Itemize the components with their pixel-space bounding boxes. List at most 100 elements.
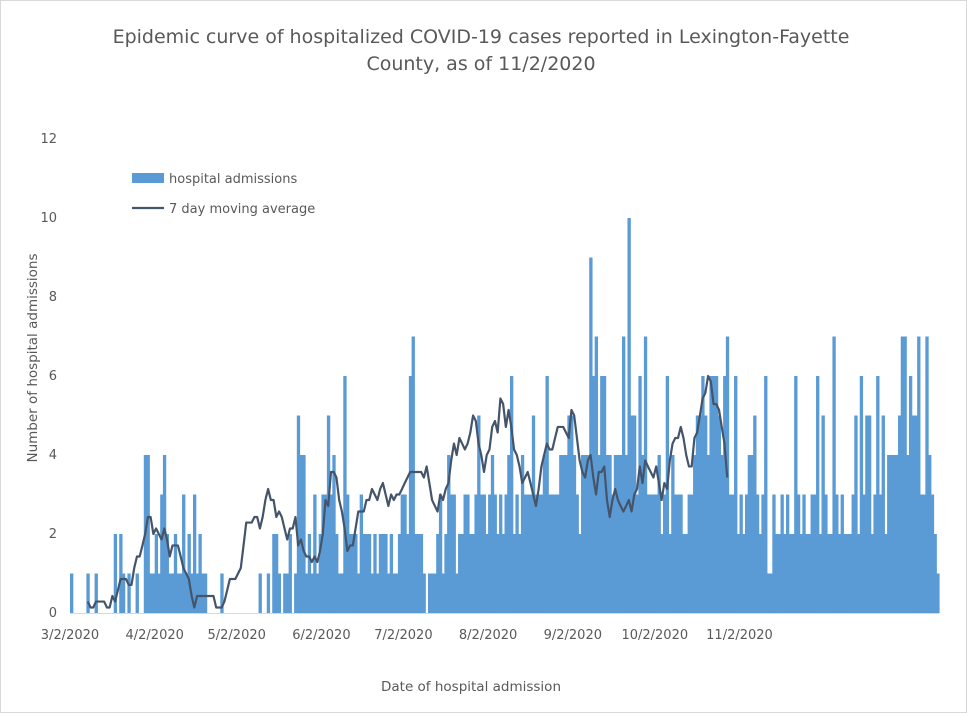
bar (581, 455, 585, 613)
bar (179, 573, 183, 613)
bar (821, 415, 825, 613)
bar (709, 376, 713, 613)
bar (873, 494, 877, 613)
bar (766, 573, 771, 613)
bar (283, 573, 287, 613)
bar (313, 494, 317, 613)
bar (684, 534, 689, 613)
bar (176, 573, 180, 613)
bar (570, 415, 574, 613)
bar (835, 494, 839, 613)
bar (299, 455, 303, 613)
bar (496, 534, 500, 613)
bar (307, 534, 312, 613)
bar (362, 534, 366, 613)
bar (335, 534, 339, 613)
bar (556, 494, 560, 613)
bar (548, 494, 552, 613)
bar (794, 376, 798, 613)
bar (468, 534, 473, 613)
moving-average-line (86, 374, 729, 609)
bar (818, 534, 823, 613)
bar (922, 494, 926, 613)
bar (365, 534, 369, 613)
bar (785, 494, 790, 613)
bar (285, 573, 290, 613)
bar (619, 455, 623, 613)
bar (367, 534, 372, 613)
x-tick-label: 8/2/2020 (459, 628, 517, 643)
bar (777, 534, 782, 613)
bar (652, 494, 656, 613)
bar (378, 534, 383, 613)
bar (591, 376, 596, 613)
bar (889, 455, 894, 613)
bar (701, 376, 705, 613)
bar (149, 573, 153, 613)
bar (119, 534, 123, 613)
bar (493, 494, 497, 613)
bar (742, 534, 746, 613)
bar (878, 494, 883, 613)
bar (340, 573, 344, 613)
bar (616, 455, 620, 613)
bar (807, 534, 812, 613)
bar (925, 336, 929, 613)
bar (86, 573, 90, 613)
bar (843, 534, 847, 613)
bar (485, 534, 489, 613)
bar (490, 455, 495, 613)
bar (184, 573, 189, 613)
bar (717, 415, 721, 613)
bar (417, 534, 421, 613)
bar (294, 573, 298, 613)
y-tick-label: 8 (49, 290, 57, 305)
bar (403, 494, 407, 613)
bar (165, 534, 169, 613)
bar (687, 494, 691, 613)
bar (559, 455, 563, 613)
bar (723, 376, 727, 613)
bar (113, 534, 118, 613)
bar (567, 415, 571, 613)
bar (679, 494, 683, 613)
bar (321, 494, 325, 613)
bar (663, 494, 667, 613)
bar (479, 494, 484, 613)
bar (744, 494, 749, 613)
bar (851, 494, 855, 613)
bar (824, 494, 828, 613)
bar (660, 534, 664, 613)
bar (332, 455, 336, 613)
bar (613, 455, 618, 613)
bar (908, 376, 913, 613)
bar (791, 534, 795, 613)
bar (712, 376, 716, 613)
bar (515, 494, 519, 613)
x-tick-label: 5/2/2020 (208, 628, 266, 643)
bar (769, 573, 773, 613)
bar (550, 494, 555, 613)
bar (351, 534, 355, 613)
bar (564, 455, 568, 613)
bar (277, 573, 282, 613)
bar (846, 534, 850, 613)
bar (392, 573, 396, 613)
bar (772, 494, 776, 613)
y-axis-title: Number of hospital admissions (25, 253, 41, 462)
y-tick-label: 0 (49, 606, 57, 621)
y-tick-label: 12 (40, 132, 57, 147)
bar (575, 494, 579, 613)
bar (837, 534, 842, 613)
bar (395, 573, 399, 613)
bar (542, 455, 547, 613)
bar (783, 534, 787, 613)
bar (870, 534, 875, 613)
bar (151, 573, 156, 613)
bar (632, 415, 637, 613)
bar (553, 494, 558, 613)
bar (854, 415, 858, 613)
legend-label-hospital-admissions: hospital admissions (169, 172, 297, 187)
